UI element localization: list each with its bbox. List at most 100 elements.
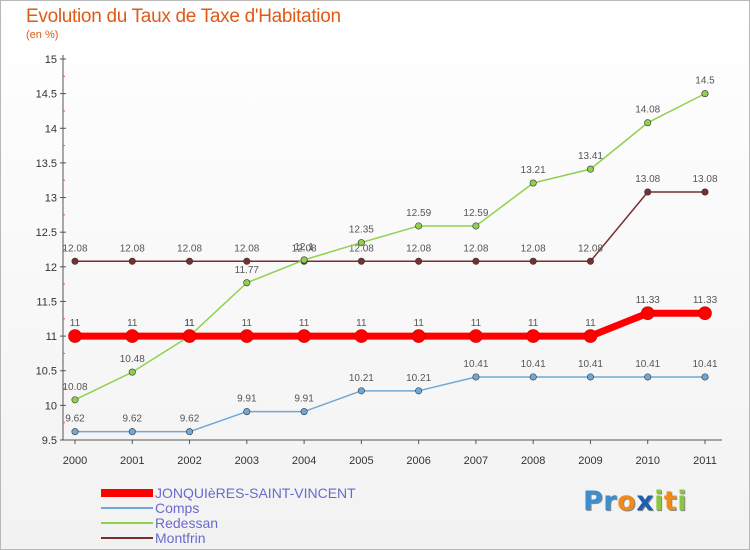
data-label: 9.91 bbox=[237, 394, 257, 405]
data-label: 9.62 bbox=[65, 414, 85, 425]
data-point bbox=[354, 329, 369, 343]
data-point bbox=[128, 428, 136, 436]
proxiti-logo: Proxiti bbox=[583, 486, 687, 517]
series-redessan: 10.08 10.48 11 11.77 12.1 12.35 12.59 12.59 13.2… bbox=[62, 76, 715, 404]
data-point bbox=[300, 256, 308, 264]
y-tick-label: 11.5 bbox=[36, 296, 57, 308]
data-label: 12.08 bbox=[120, 243, 145, 254]
logo-letter: i bbox=[677, 486, 688, 517]
y-tick-label: 11 bbox=[46, 331, 57, 343]
data-label: 13.08 bbox=[635, 174, 660, 185]
legend-label: Comps bbox=[155, 500, 199, 516]
data-point bbox=[529, 373, 537, 381]
x-tick-label: 2001 bbox=[120, 455, 144, 467]
data-label: 10.21 bbox=[406, 373, 431, 384]
data-point bbox=[701, 188, 709, 196]
data-point bbox=[357, 257, 365, 265]
data-point bbox=[586, 257, 594, 265]
data-point bbox=[529, 257, 537, 265]
data-point bbox=[243, 279, 251, 287]
x-tick-label: 2009 bbox=[578, 455, 602, 467]
y-axis-unit: (en %) bbox=[26, 29, 59, 41]
data-label: 12.08 bbox=[234, 243, 259, 254]
logo-letter: i bbox=[654, 486, 664, 517]
y-tick-label: 14 bbox=[45, 123, 57, 135]
data-point bbox=[640, 306, 655, 321]
data-point bbox=[243, 408, 251, 416]
x-tick-label: 2004 bbox=[292, 455, 316, 467]
data-label: 10.41 bbox=[635, 359, 660, 370]
data-label: 11.77 bbox=[235, 265, 260, 276]
legend-label: Montfrin bbox=[155, 530, 206, 546]
data-label: 12.1 bbox=[294, 242, 314, 253]
data-point bbox=[644, 188, 652, 196]
data-label: 9.91 bbox=[294, 394, 314, 405]
data-point bbox=[297, 329, 311, 343]
data-label: 11.33 bbox=[636, 295, 661, 306]
data-label: 11 bbox=[585, 318, 596, 329]
data-point bbox=[469, 329, 483, 343]
data-label: 11 bbox=[184, 318, 195, 329]
data-point bbox=[186, 428, 194, 436]
series-jonqui-res-saint-vincent: 11 11 11 11 11 11 11 11 11 11 11.33 11.33 bbox=[68, 295, 718, 343]
data-point bbox=[182, 329, 197, 343]
y-tick-label: 13.5 bbox=[36, 158, 57, 170]
data-point bbox=[125, 329, 140, 343]
data-point bbox=[300, 408, 308, 416]
data-label: 10.41 bbox=[692, 359, 717, 370]
data-point bbox=[357, 239, 365, 247]
x-tick-label: 2003 bbox=[235, 455, 259, 467]
data-point bbox=[644, 373, 652, 381]
data-label: 11 bbox=[528, 318, 539, 329]
series-montfrin: 12.08 12.08 12.08 12.08 12.08 12.08 12.08 12.08… bbox=[62, 174, 718, 265]
logo-letter: P bbox=[583, 486, 604, 517]
x-tick-label: 2010 bbox=[635, 455, 659, 467]
data-point bbox=[357, 387, 365, 395]
data-point bbox=[240, 329, 254, 343]
data-point bbox=[701, 90, 709, 98]
series-comps: 9.62 9.62 9.62 9.91 9.91 10.21 10.21 10.41 10.41… bbox=[65, 359, 718, 436]
y-tick-label: 15 bbox=[45, 54, 57, 66]
data-point bbox=[472, 222, 480, 230]
data-point bbox=[415, 257, 423, 265]
series-line bbox=[74, 376, 706, 433]
data-point bbox=[472, 373, 480, 381]
y-tick-label: 10.5 bbox=[36, 366, 57, 378]
data-label: 12.08 bbox=[521, 243, 546, 254]
data-label: 10.48 bbox=[120, 354, 145, 365]
data-label: 13.21 bbox=[521, 165, 546, 176]
data-point bbox=[68, 329, 82, 343]
data-point bbox=[415, 387, 423, 395]
data-label: 12.08 bbox=[292, 243, 317, 254]
x-tick-label: 2000 bbox=[63, 455, 87, 467]
y-tick-label: 9.5 bbox=[42, 435, 57, 447]
data-point bbox=[128, 368, 136, 376]
data-label: 11 bbox=[242, 318, 253, 329]
data-label: 11 bbox=[70, 318, 81, 329]
data-point bbox=[415, 222, 423, 230]
data-point bbox=[701, 373, 709, 381]
logo-letter: t bbox=[663, 486, 678, 517]
data-label: 13.41 bbox=[578, 151, 603, 162]
data-label: 14.5 bbox=[695, 76, 715, 87]
data-point bbox=[186, 257, 194, 265]
data-point bbox=[128, 257, 136, 265]
logo-letter: r bbox=[603, 486, 618, 517]
chart-title: Evolution du Taux de Taxe d'Habitation bbox=[26, 6, 341, 27]
data-point bbox=[586, 165, 594, 173]
logo-letter: o bbox=[617, 486, 637, 517]
data-label: 11 bbox=[127, 318, 138, 329]
logo-letter: x bbox=[636, 486, 655, 517]
data-label: 12.35 bbox=[349, 225, 374, 236]
data-label: 13.08 bbox=[692, 174, 717, 185]
data-label: 11.33 bbox=[693, 295, 718, 306]
data-point bbox=[71, 428, 79, 436]
data-label: 9.62 bbox=[180, 414, 200, 425]
x-tick-label: 2005 bbox=[349, 455, 373, 467]
data-label: 12.08 bbox=[463, 243, 488, 254]
data-label: 9.62 bbox=[123, 414, 143, 425]
y-tick-label: 10 bbox=[45, 400, 57, 412]
x-tick-label: 2007 bbox=[464, 455, 488, 467]
data-label: 11 bbox=[471, 318, 482, 329]
